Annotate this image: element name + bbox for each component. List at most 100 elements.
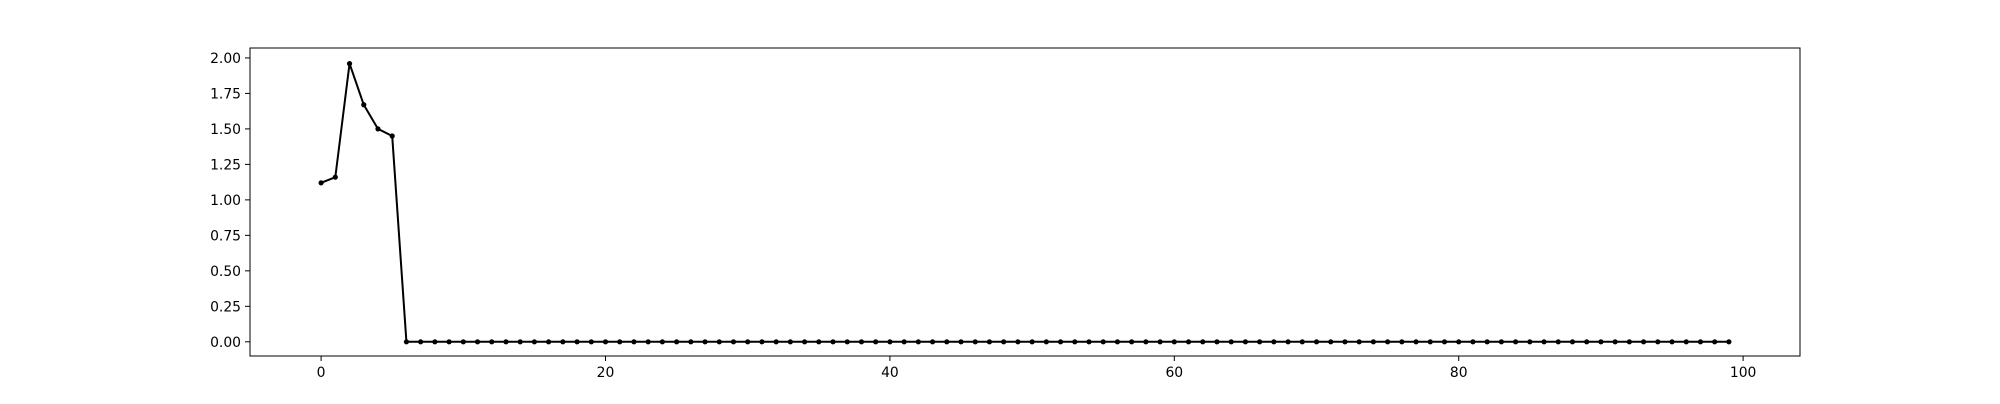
data-point — [1143, 339, 1149, 345]
data-point — [1114, 339, 1121, 345]
data-point — [1200, 339, 1206, 345]
data-point — [986, 339, 993, 345]
data-point — [1057, 339, 1064, 345]
data-point — [1640, 339, 1647, 345]
data-point — [560, 339, 566, 345]
y-tick-label: 0.25 — [210, 299, 241, 315]
data-point — [418, 339, 424, 345]
x-tick-label: 100 — [1730, 365, 1757, 381]
data-point — [1157, 339, 1163, 345]
data-point — [1569, 339, 1576, 345]
series-line — [320, 62, 1729, 343]
data-point — [958, 339, 964, 345]
plot-frame — [249, 47, 1801, 357]
data-point — [1441, 339, 1448, 345]
data-point — [1185, 339, 1192, 345]
y-tick-label: 1.75 — [210, 86, 241, 102]
data-point — [901, 339, 907, 345]
data-point — [517, 339, 523, 345]
data-point — [730, 339, 737, 345]
data-point — [1001, 339, 1007, 345]
data-point — [887, 339, 893, 345]
data-point — [858, 339, 865, 345]
data-point — [659, 339, 665, 345]
plot-background — [250, 48, 1800, 356]
data-point — [1015, 339, 1021, 345]
data-point — [674, 339, 680, 345]
y-tick-label: 0.00 — [210, 335, 241, 351]
axis-ticks: 0 20 40 60 80 100 0.00 0.25 0.50 0.75 1.00 1.25 1.50… — [210, 51, 1756, 381]
data-point — [375, 126, 381, 132]
data-point — [1228, 339, 1234, 345]
data-point — [1626, 339, 1632, 345]
data-point — [1313, 339, 1320, 345]
data-point — [574, 339, 580, 345]
y-tick-label: 0.75 — [210, 228, 241, 244]
data-point — [546, 339, 552, 345]
data-point — [346, 61, 353, 67]
data-point — [745, 339, 751, 345]
data-point — [816, 339, 822, 345]
data-point — [1612, 339, 1618, 345]
data-point — [759, 339, 765, 345]
data-point — [1598, 339, 1604, 345]
data-point — [801, 339, 808, 345]
data-point — [915, 339, 921, 345]
data-point — [1399, 339, 1405, 345]
data-point — [1257, 339, 1263, 345]
data-point — [1555, 339, 1561, 345]
data-point — [602, 339, 609, 345]
data-point — [1086, 339, 1092, 345]
y-tick-label: 1.50 — [210, 122, 241, 138]
y-tick-label: 1.00 — [210, 193, 241, 209]
data-point — [1129, 339, 1135, 345]
data-point — [318, 180, 324, 186]
x-tick-label: 20 — [597, 365, 615, 381]
data-point — [1072, 339, 1078, 345]
data-point — [1512, 339, 1519, 345]
data-point — [1470, 339, 1476, 345]
data-point — [389, 133, 395, 139]
data-point — [830, 339, 836, 345]
x-tick-label: 0 — [317, 365, 326, 381]
data-point — [773, 339, 779, 345]
y-tick-label: 2.00 — [210, 51, 241, 67]
data-point — [1242, 339, 1249, 345]
data-point — [1413, 339, 1419, 345]
data-point — [1655, 339, 1661, 345]
x-tick-label: 60 — [1165, 365, 1183, 381]
data-point — [1214, 339, 1220, 345]
data-point — [1669, 339, 1675, 345]
x-tick-label: 40 — [881, 365, 899, 381]
data-point — [1370, 339, 1376, 345]
data-point — [446, 339, 452, 345]
data-point — [1029, 339, 1035, 345]
data-point — [1726, 339, 1732, 345]
data-point — [1584, 339, 1590, 345]
data-point — [403, 339, 410, 345]
data-point — [1328, 339, 1334, 345]
data-point — [1299, 339, 1305, 345]
data-point — [1100, 339, 1106, 345]
x-tick-label: 80 — [1450, 365, 1468, 381]
data-point — [1527, 339, 1533, 345]
data-point — [1683, 339, 1689, 345]
data-point — [332, 174, 338, 180]
y-tick-label: 1.25 — [210, 157, 241, 173]
data-point — [460, 339, 466, 345]
data-point — [1285, 339, 1291, 345]
data-point — [1498, 339, 1504, 345]
data-point — [1541, 339, 1547, 345]
data-point — [1271, 339, 1277, 345]
data-point — [588, 339, 594, 345]
data-point — [432, 339, 438, 345]
data-point — [1342, 339, 1348, 345]
data-point — [645, 339, 651, 345]
data-point — [1043, 339, 1049, 345]
data-point — [702, 339, 708, 345]
data-point — [1385, 339, 1391, 345]
data-point — [972, 339, 978, 345]
data-point — [929, 339, 936, 345]
data-point — [1712, 339, 1718, 345]
